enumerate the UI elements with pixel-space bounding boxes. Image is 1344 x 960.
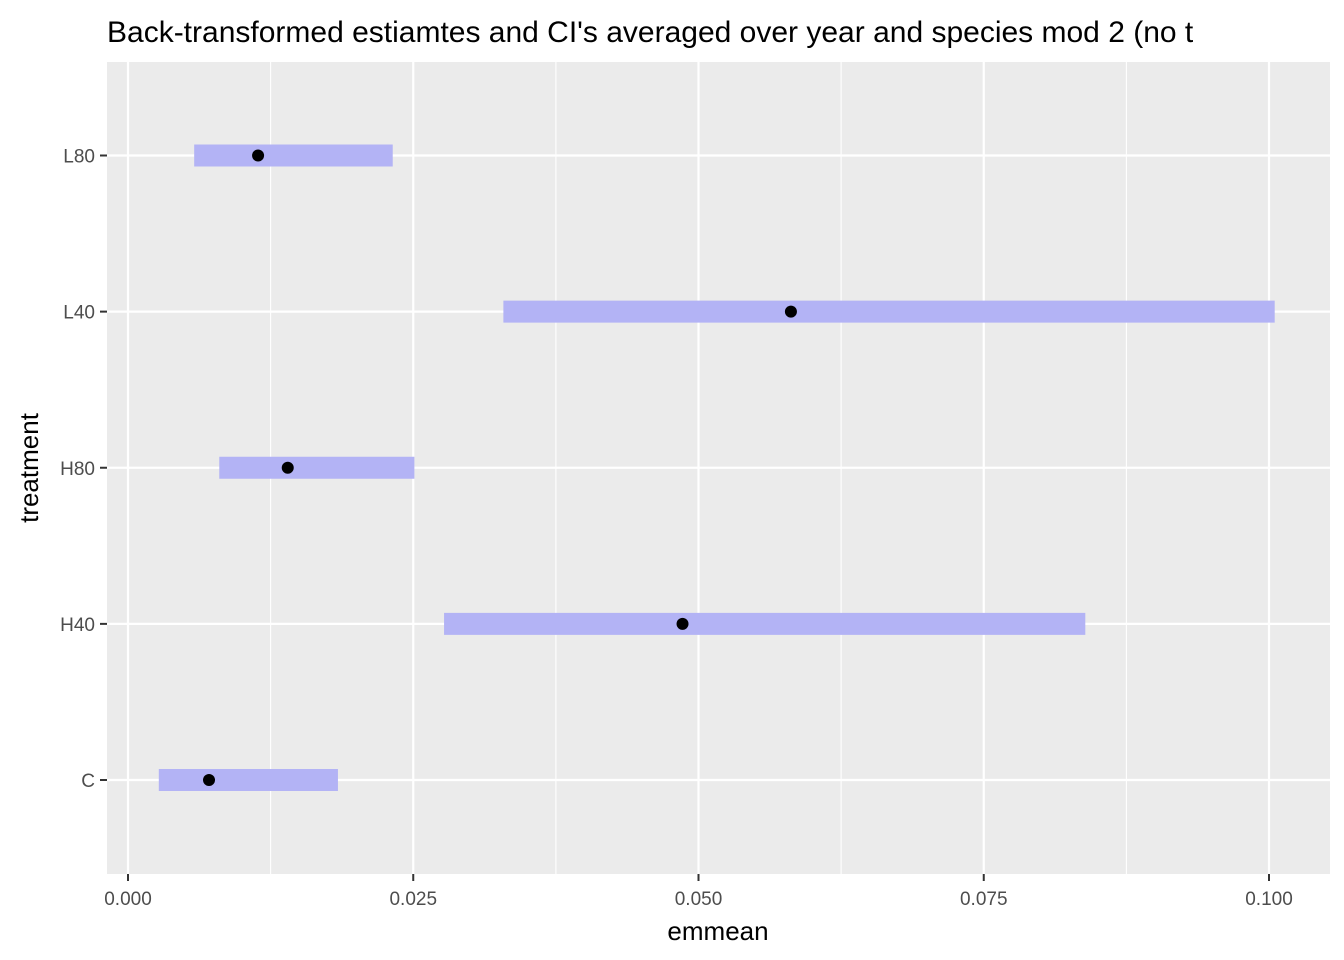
emmean-point-l40 <box>784 305 797 318</box>
emmean-point-l80 <box>252 149 265 162</box>
y-tick-label: L40 <box>63 303 95 324</box>
y-tick-label: H40 <box>60 615 95 636</box>
emmean-point-c <box>203 774 216 786</box>
y-tick-label: L80 <box>63 147 95 168</box>
emmean-point-h40 <box>676 617 689 630</box>
ci-bar-l80 <box>194 144 393 167</box>
y-tick-label: C <box>81 771 95 792</box>
x-axis-title: emmean <box>667 916 768 946</box>
x-tick-label: 0.000 <box>104 889 152 910</box>
x-tick-label: 0.075 <box>960 889 1008 910</box>
y-tick-label: H80 <box>60 459 95 480</box>
ci-bar-c <box>158 769 338 791</box>
x-tick-label: 0.050 <box>675 889 723 910</box>
x-tick-label: 0.100 <box>1245 889 1293 910</box>
axes: 0.000 0.025 0.050 0.075 0.100 C H40 H80 L40 L80 <box>60 147 1293 911</box>
y-axis-title: treatment <box>14 412 44 523</box>
chart-title: Back-transformed estiamtes and CI's aver… <box>107 16 1194 49</box>
x-tick-label: 0.025 <box>389 889 437 910</box>
ci-bar-h80 <box>219 456 415 479</box>
ci-bar-l40 <box>503 300 1275 323</box>
emmean-point-h80 <box>281 461 294 474</box>
data-marks <box>158 144 1275 791</box>
ci-bar-h40 <box>444 612 1086 635</box>
